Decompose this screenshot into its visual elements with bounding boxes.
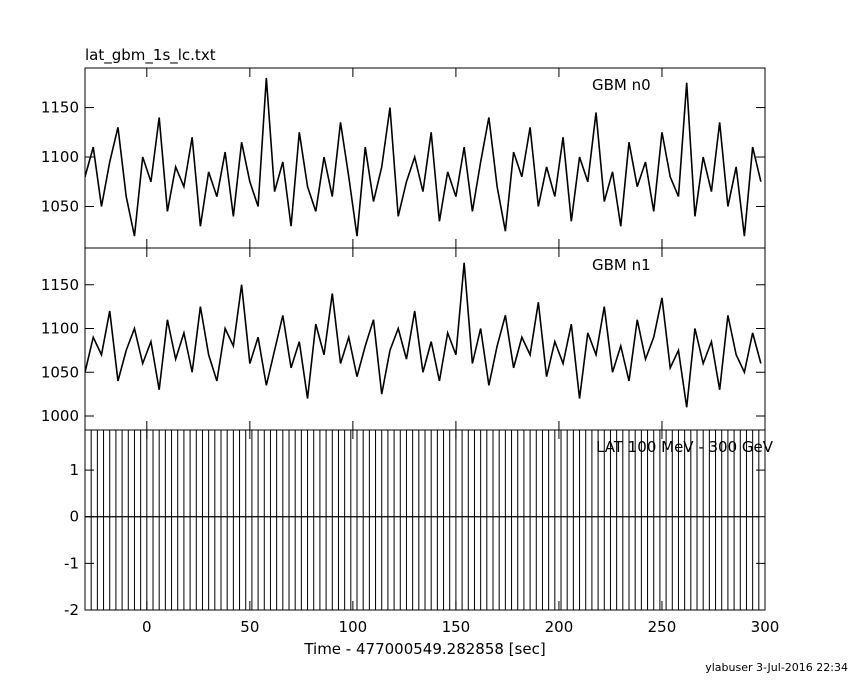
y-tick-label: 1100 [41,148,79,166]
chart-title: lat_gbm_1s_lc.txt [85,46,216,65]
y-tick-label: 1050 [41,363,79,381]
x-tick-label: 250 [648,618,677,636]
x-tick-label: 300 [751,618,780,636]
x-tick-label: 200 [545,618,574,636]
frame [84,67,766,249]
series-label: LAT 100 MeV - 300 GeV [596,438,774,456]
frame [84,247,766,431]
x-axis-label: Time - 477000549.282858 [sec] [303,640,545,658]
y-tick-label: 1150 [41,276,79,294]
x-tick-label: 150 [442,618,471,636]
y-tick-label: -2 [64,601,79,619]
x-tick-label: 100 [339,618,368,636]
y-tick-label: 1150 [41,99,79,117]
light-curve [85,77,762,237]
y-tick-label: 1100 [41,320,79,338]
light-curve [85,262,762,408]
plot-area [85,77,762,237]
y-tick-label: -1 [64,554,79,572]
series-label: GBM n0 [592,76,651,94]
y-tick-label: 1000 [41,407,79,425]
y-tick-label: 1 [69,461,79,479]
series-label: GBM n1 [592,256,651,274]
y-tick-label: 1050 [41,197,79,215]
x-tick-label: 0 [142,618,152,636]
y-tick-label: 0 [69,508,79,526]
footer: ylabuser 3-Jul-2016 22:34 [705,661,848,674]
plot-area [85,430,760,610]
plot-area [85,262,762,408]
frame [84,429,766,611]
x-tick-label: 50 [240,618,259,636]
